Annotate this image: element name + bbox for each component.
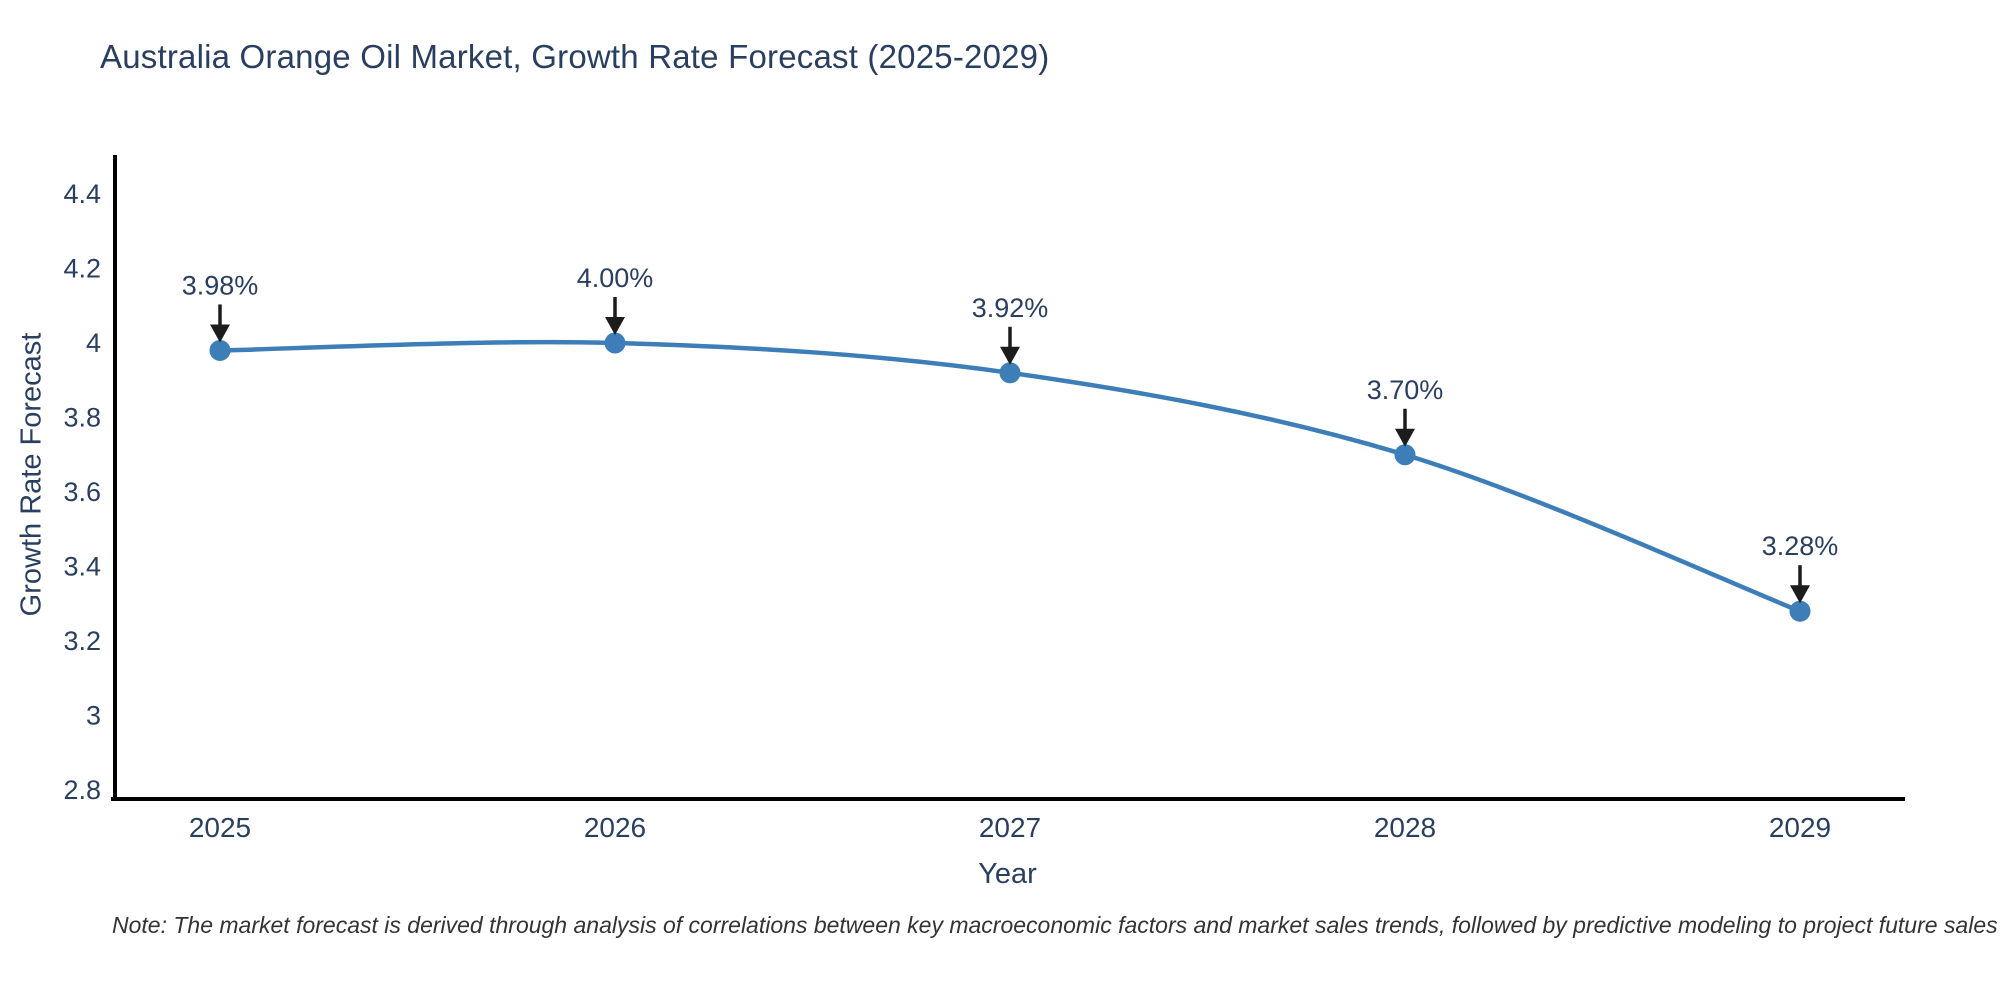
data-point-marker[interactable] [1394,444,1416,466]
x-tick-label: 2026 [584,812,646,843]
data-point-label: 3.28% [1762,531,1839,561]
data-point-marker[interactable] [604,332,626,354]
data-point-marker[interactable] [209,339,231,361]
annotation-arrowhead-icon [605,317,625,335]
data-point-label: 3.92% [972,293,1049,323]
y-axis-title: Growth Rate Forecast [15,332,48,617]
footnote: Note: The market forecast is derived thr… [112,912,1998,938]
x-tick-label: 2025 [189,812,251,843]
data-point-label: 3.70% [1367,375,1444,405]
y-tick-label: 3 [86,701,101,731]
data-point-label: 3.98% [182,270,259,300]
x-tick-label: 2029 [1769,812,1831,843]
y-tick-label: 2.8 [63,775,101,805]
x-tick-label: 2028 [1374,812,1436,843]
annotation-arrowhead-icon [210,324,230,343]
data-point-label: 4.00% [577,263,654,293]
y-tick-label: 3.2 [63,626,101,656]
chart-title: Australia Orange Oil Market, Growth Rate… [100,38,1050,75]
y-tick-label: 3.6 [63,477,101,507]
y-tick-label: 3.4 [63,552,101,582]
y-tick-label: 4 [86,328,101,358]
annotation-arrowhead-icon [1000,346,1020,365]
x-axis-title: Year [978,858,1037,890]
y-tick-label: 4.2 [63,254,101,284]
y-tick-label: 4.4 [63,179,101,209]
y-tick-label: 3.8 [63,403,101,433]
annotation-arrowhead-icon [1790,585,1810,604]
x-tick-label: 2027 [979,812,1041,843]
data-point-marker[interactable] [999,362,1021,384]
annotation-arrowhead-icon [1395,428,1415,447]
data-point-marker[interactable] [1789,600,1811,622]
